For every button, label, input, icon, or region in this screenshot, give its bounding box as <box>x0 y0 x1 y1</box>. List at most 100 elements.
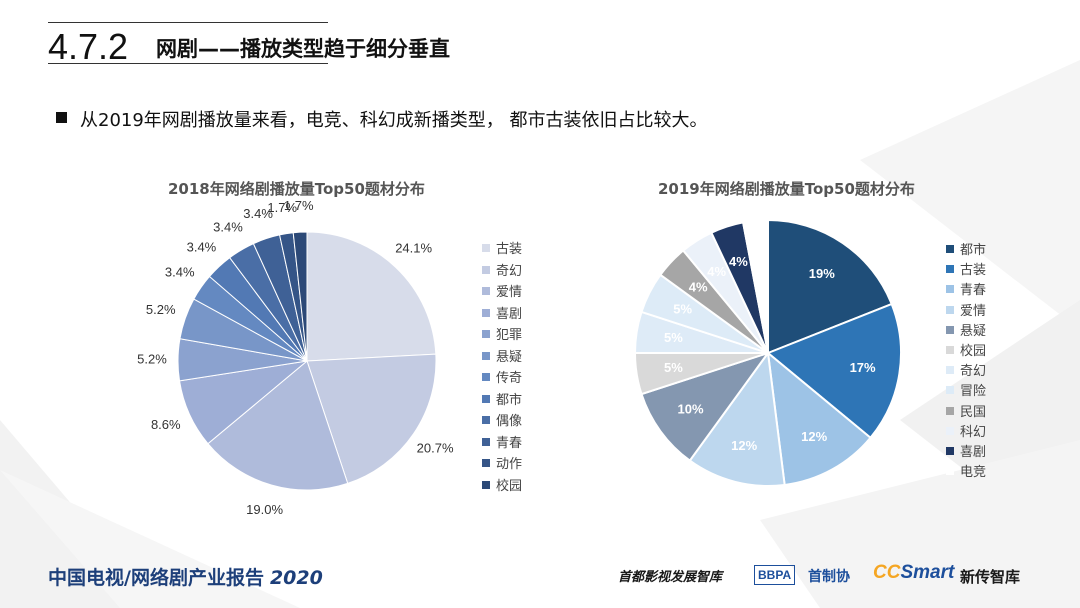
chart2-legend: 都市 古装 青春 爱情 悬疑 校园 奇幻 冒险 民国 科幻 喜剧 电竞 <box>946 239 986 481</box>
legend-label: 科幻 <box>960 424 987 440</box>
legend-swatch-icon <box>482 244 490 252</box>
pie-data-label-2: 17% <box>850 360 876 375</box>
footer-brand-association: 首制协 <box>808 569 850 585</box>
page-title: 网剧——播放类型趋于细分垂直 <box>156 37 450 61</box>
pie-data-label-6: 5.2% <box>146 302 176 317</box>
pie-data-label-4: 8.6% <box>151 417 181 432</box>
legend-label: 悬疑 <box>496 349 523 365</box>
chart2-legend-item: 悬疑 <box>946 320 986 340</box>
legend-label: 冒险 <box>960 384 987 400</box>
chart1-legend-item: 传奇 <box>482 367 522 389</box>
footer-report-title: 中国电视/网络剧产业报告 2020 <box>48 563 323 590</box>
pie-data-label-11: 4% <box>729 254 748 269</box>
pie-data-label-3: 12% <box>801 429 827 444</box>
chart1-legend-item: 都市 <box>482 389 522 411</box>
chart2-legend-item: 冒险 <box>946 380 986 400</box>
legend-label: 古装 <box>960 263 987 279</box>
legend-label: 青春 <box>496 435 523 451</box>
footer-brand-think-tank: 首都影视发展智库 <box>618 570 723 585</box>
chart2-legend-item: 奇幻 <box>946 360 986 380</box>
chart1-title: 2018年网络剧播放量Top50题材分布 <box>168 180 425 198</box>
chart1-legend-item: 悬疑 <box>482 346 522 368</box>
pie-data-label-11: 1.7% <box>267 200 297 215</box>
pie-slice-3 <box>766 350 872 487</box>
ccsmart-logo: CCSmart <box>873 562 954 584</box>
chart2-legend-item: 青春 <box>946 279 986 299</box>
pie-slice-12 <box>292 231 308 362</box>
legend-label: 爱情 <box>960 303 987 319</box>
pie-data-label-7: 5% <box>664 330 683 345</box>
pie-data-label-12: 1.7% <box>284 198 314 213</box>
pie-data-label-8: 3.4% <box>187 240 217 255</box>
legend-label: 都市 <box>960 243 987 258</box>
chart1-legend-item: 奇幻 <box>482 260 522 282</box>
pie-data-label-1: 24.1% <box>395 241 432 256</box>
legend-swatch-icon <box>946 265 954 274</box>
pie-slice-4 <box>688 350 786 487</box>
legend-swatch-icon <box>946 245 954 253</box>
legend-label: 爱情 <box>496 285 523 300</box>
chart2-legend-item: 电竞 <box>946 461 986 481</box>
legend-swatch-icon <box>946 386 954 395</box>
legend-label: 动作 <box>496 457 523 472</box>
chart1-legend-item: 爱情 <box>482 281 522 303</box>
legend-swatch-icon <box>482 287 490 295</box>
chart1-legend-item: 校园 <box>482 475 522 497</box>
pie-slice-1 <box>306 231 437 362</box>
pie-data-label-5: 5.2% <box>137 352 167 367</box>
footer-report-name: 中国电视/网络剧产业报告 <box>48 567 264 589</box>
intro-text: 从2019年网剧播放量来看，电竞、科幻成新播类型， 都市古装依旧占比较大。 <box>80 110 708 131</box>
section-number: 4.7.2 <box>48 26 129 67</box>
chart2-legend-item: 校园 <box>946 340 986 360</box>
pie-slice-3 <box>207 360 349 491</box>
chart2-legend-item: 古装 <box>946 259 986 279</box>
pie-data-label-8: 5% <box>673 302 692 317</box>
legend-label: 都市 <box>496 392 523 408</box>
pie-slice-5 <box>640 351 771 462</box>
bbpa-logo: BBPA <box>754 565 796 585</box>
title-rule-bottom <box>48 63 328 64</box>
legend-label: 校园 <box>960 343 987 359</box>
legend-swatch-icon <box>946 366 954 375</box>
legend-label: 传奇 <box>496 371 523 386</box>
legend-label: 校园 <box>496 478 523 494</box>
legend-label: 电竞 <box>960 465 987 481</box>
chart1-legend-item: 古装 <box>482 238 522 260</box>
pie-data-label-2: 20.7% <box>417 440 454 455</box>
pie-data-label-4: 12% <box>731 438 757 453</box>
legend-label: 悬疑 <box>960 323 987 339</box>
legend-label: 偶像 <box>496 414 523 429</box>
legend-swatch-icon <box>946 406 954 415</box>
footer-brand-xinchuan: 新传智库 <box>960 568 1021 586</box>
pie-data-label-5: 10% <box>678 401 704 416</box>
pie-data-label-3: 19.0% <box>246 502 283 517</box>
chart2-legend-item: 科幻 <box>946 421 986 441</box>
legend-label: 民国 <box>960 404 987 420</box>
legend-swatch-icon <box>946 305 954 314</box>
pie-data-label-10: 4% <box>707 264 726 279</box>
legend-label: 奇幻 <box>496 263 523 279</box>
chart1-legend-item: 青春 <box>482 432 522 454</box>
chart1-legend-item: 喜剧 <box>482 303 522 325</box>
legend-swatch-icon <box>946 446 954 455</box>
legend-swatch-icon <box>482 330 490 338</box>
legend-swatch-icon <box>946 325 954 334</box>
pie-slice-12 <box>741 218 769 354</box>
pie-slice-1 <box>767 218 893 355</box>
legend-swatch-icon <box>482 308 490 317</box>
legend-swatch-icon <box>946 345 954 354</box>
legend-label: 青春 <box>960 283 987 299</box>
legend-label: 犯罪 <box>496 328 523 343</box>
pie-data-label-10: 3.4% <box>243 206 273 221</box>
legend-swatch-icon <box>482 265 490 274</box>
chart1-legend-item: 动作 <box>482 453 522 475</box>
pie-slice-2 <box>306 353 437 485</box>
legend-swatch-icon <box>482 394 490 403</box>
legend-swatch-icon <box>946 426 954 435</box>
title-rule-top <box>48 22 328 23</box>
legend-swatch-icon <box>946 285 954 294</box>
chart1-legend-item: 偶像 <box>482 410 522 432</box>
